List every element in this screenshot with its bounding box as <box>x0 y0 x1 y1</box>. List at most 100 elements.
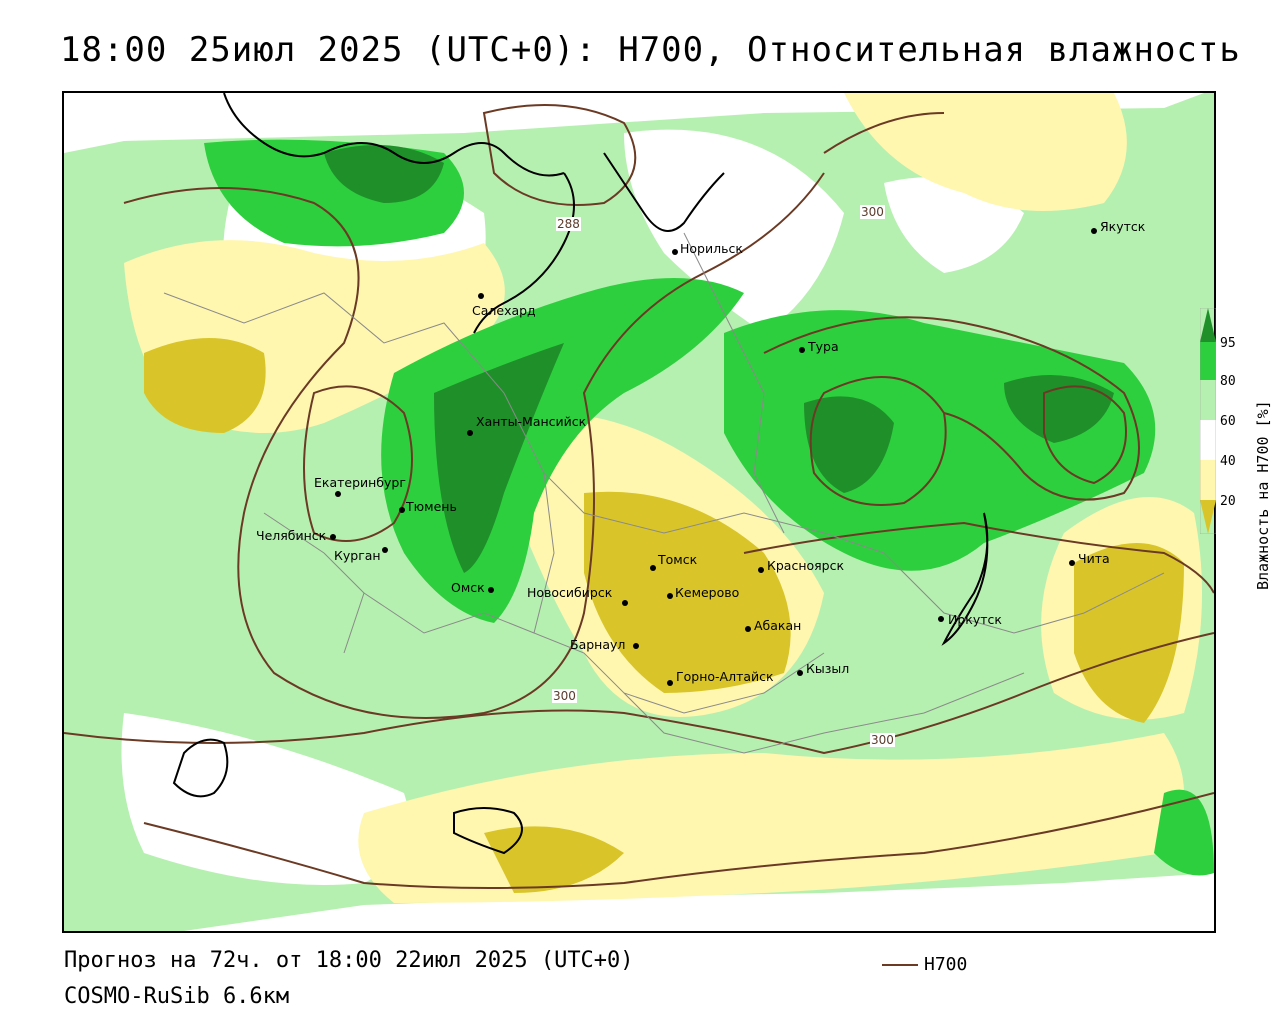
h700-contour <box>823 112 945 154</box>
city-label: Якутск <box>1100 219 1146 234</box>
saturated-area <box>804 396 894 493</box>
city-label: Кызыл <box>806 661 850 676</box>
colorbar-tick: 95 <box>1220 336 1236 351</box>
coastline <box>223 93 565 177</box>
border <box>363 592 535 634</box>
h700-contour <box>303 385 413 542</box>
contour-label: 300 <box>860 205 885 219</box>
h700-contour <box>143 792 1214 889</box>
city-marker <box>650 565 656 571</box>
city-label: Новосибирск <box>527 585 613 600</box>
border <box>533 472 825 714</box>
colorbar-tick: 60 <box>1220 414 1236 429</box>
dry-area-yellow <box>844 93 1127 211</box>
city-marker <box>330 534 336 540</box>
colorbar-tick: 80 <box>1220 374 1236 389</box>
very-dry-area <box>484 826 624 893</box>
colorbar-tick: 40 <box>1220 454 1236 469</box>
city-label: Тюмень <box>406 499 457 514</box>
model-name: COSMO-RuSib 6.6км <box>64 984 290 1009</box>
h700-contour <box>64 632 1214 755</box>
h700-legend-label: H700 <box>924 954 968 975</box>
contour-label: 288 <box>556 217 581 231</box>
caspian-sea <box>172 738 229 798</box>
colorbar-top-arrow <box>1200 308 1216 342</box>
coastline <box>603 152 725 232</box>
h700-contour <box>123 172 825 719</box>
city-label: Красноярск <box>767 558 845 573</box>
city-marker <box>797 670 803 676</box>
city-marker <box>399 507 405 513</box>
humidity-field <box>64 93 1214 931</box>
city-marker <box>745 626 751 632</box>
very-dry-area <box>1074 543 1184 723</box>
h700-contours <box>64 104 1214 889</box>
colorbar-segment <box>1200 342 1216 380</box>
saturated-area <box>434 343 564 573</box>
city-label: Кемерово <box>675 585 740 600</box>
city-marker <box>758 567 764 573</box>
h700-contour <box>743 521 1214 594</box>
humid-area-green <box>1154 789 1214 876</box>
contour-label: 300 <box>870 733 895 747</box>
city-marker <box>335 491 341 497</box>
city-label: Норильск <box>680 241 743 256</box>
colorbar-tick: 20 <box>1220 494 1236 509</box>
city-label: Барнаул <box>570 637 626 652</box>
forecast-info: Прогноз на 72ч. от 18:00 22июл 2025 (UTC… <box>64 948 634 973</box>
baikal-lake <box>941 512 989 646</box>
very-dry-area <box>144 338 266 433</box>
h700-contour <box>809 376 947 506</box>
colorbar-segment <box>1200 460 1216 500</box>
city-marker <box>799 347 805 353</box>
city-marker <box>633 643 639 649</box>
very-dry-area <box>584 491 791 693</box>
colorbar-bottom-arrow <box>1200 500 1216 534</box>
h700-contour <box>1043 385 1127 485</box>
humidity-colorbar <box>1200 308 1216 534</box>
city-marker <box>1091 228 1097 234</box>
region-borders <box>163 232 1165 754</box>
border <box>163 292 825 534</box>
map-panel: 288 300 300 300 <box>62 91 1216 933</box>
colorbar-segment <box>1200 420 1216 460</box>
city-marker <box>667 593 673 599</box>
city-label: Иркутск <box>948 612 1002 627</box>
city-marker <box>467 430 473 436</box>
border <box>623 672 1025 754</box>
border <box>683 232 785 534</box>
city-marker <box>622 600 628 606</box>
city-marker <box>488 587 494 593</box>
city-label: Горно-Алтайск <box>676 669 774 684</box>
contour-label: 300 <box>552 689 577 703</box>
border <box>823 532 1165 634</box>
city-label: Челябинск <box>256 528 327 543</box>
map-title: 18:00 25июл 2025 (UTC+0): H700, Относите… <box>60 30 1241 70</box>
h700-contour <box>482 104 637 206</box>
city-label: Чита <box>1078 551 1110 566</box>
coastlines <box>172 93 989 855</box>
h700-legend-line <box>882 964 918 966</box>
coastline <box>473 172 575 334</box>
city-label: Ханты-Мансийск <box>476 414 587 429</box>
h700-contour <box>763 316 1140 501</box>
city-label: Омск <box>451 580 485 595</box>
city-marker <box>938 616 944 622</box>
city-marker <box>672 249 678 255</box>
colorbar-title: Влажность на H700 [%] <box>1254 400 1272 590</box>
city-label: Курган <box>334 548 381 563</box>
dry-area-white <box>121 713 409 885</box>
balkhash-lake <box>453 807 523 855</box>
city-marker <box>478 293 484 299</box>
city-label: Тура <box>808 339 839 354</box>
saturated-area <box>324 145 444 203</box>
colorbar-segment <box>1200 380 1216 420</box>
city-marker <box>1069 560 1075 566</box>
dry-area-white <box>624 129 844 333</box>
city-label: Салехард <box>472 303 536 318</box>
city-label: Томск <box>658 552 698 567</box>
saturated-area <box>1004 375 1114 443</box>
city-label: Екатеринбург <box>314 475 406 490</box>
city-label: Абакан <box>754 618 802 633</box>
border <box>263 512 365 654</box>
